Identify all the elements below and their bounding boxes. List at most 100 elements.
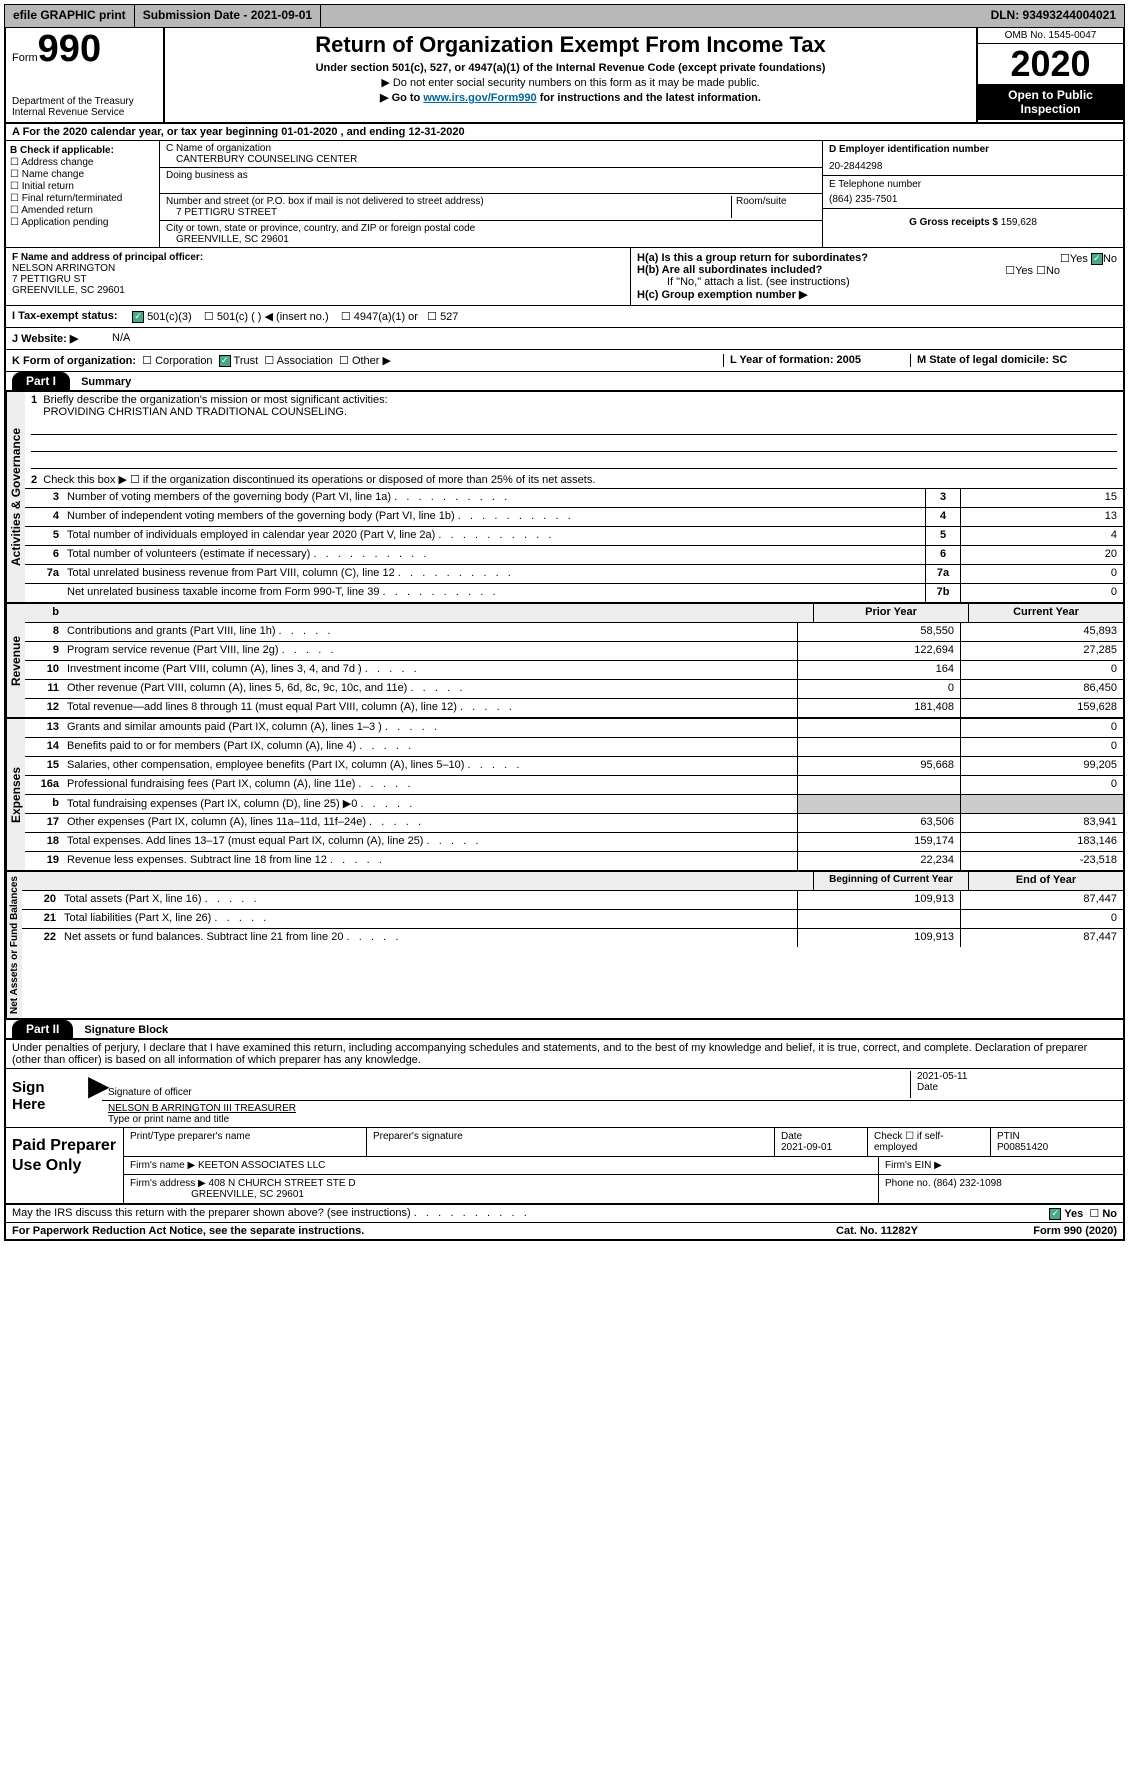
signature-label: Signature of officer (108, 1087, 192, 1098)
topbar-spacer (321, 5, 982, 27)
header-left: Form990 Department of the Treasury Inter… (6, 28, 165, 122)
line-22: 22 Net assets or fund balances. Subtract… (22, 929, 1123, 947)
form-container: Form990 Department of the Treasury Inter… (4, 28, 1125, 1241)
perjury-statement: Under penalties of perjury, I declare th… (6, 1040, 1123, 1069)
row-fh: F Name and address of principal officer:… (6, 248, 1123, 306)
chk-amended[interactable]: ☐ Amended return (10, 205, 155, 216)
room-suite: Room/suite (731, 196, 816, 218)
submission-date: Submission Date - 2021-09-01 (135, 5, 321, 27)
governance-label: Activities & Governance (6, 392, 25, 602)
form-number: 990 (38, 28, 101, 70)
chk-application-pending[interactable]: ☐ Application pending (10, 217, 155, 228)
chk-initial-return[interactable]: ☐ Initial return (10, 181, 155, 192)
k-form-org: K Form of organization: ☐ Corporation ✓ … (12, 354, 723, 367)
line-16a: 16a Professional fundraising fees (Part … (25, 776, 1123, 795)
end-year-hdr: End of Year (968, 872, 1123, 890)
line-20: 20 Total assets (Part X, line 16) 109,91… (22, 891, 1123, 910)
omb-number: OMB No. 1545-0047 (978, 28, 1123, 44)
ptin-hdr: PTIN (997, 1131, 1020, 1142)
q1-text: Briefly describe the organization's miss… (43, 394, 387, 406)
top-bar: efile GRAPHIC print Submission Date - 20… (4, 4, 1125, 28)
pra-notice: For Paperwork Reduction Act Notice, see … (12, 1225, 787, 1237)
l-year-formation: L Year of formation: 2005 (723, 354, 910, 367)
address-row: Number and street (or P.O. box if mail i… (160, 194, 822, 221)
website-label: J Website: ▶ (12, 332, 112, 345)
phone-value: (864) 235-7501 (829, 194, 1117, 205)
line-18: 18 Total expenses. Add lines 13–17 (must… (25, 833, 1123, 852)
chk-name-change[interactable]: ☐ Name change (10, 169, 155, 180)
form-header: Form990 Department of the Treasury Inter… (6, 28, 1123, 124)
row-a-taxyear: A For the 2020 calendar year, or tax yea… (6, 124, 1123, 141)
f-label: F Name and address of principal officer: (12, 252, 624, 263)
ha-no-check[interactable]: ✓ (1091, 253, 1103, 265)
col-f: F Name and address of principal officer:… (6, 248, 630, 305)
m-domicile: M State of legal domicile: SC (910, 354, 1117, 367)
goto-line: ▶ Go to www.irs.gov/Form990 for instruct… (169, 91, 972, 104)
netassets-label: Net Assets or Fund Balances (6, 872, 22, 1018)
department: Department of the Treasury Internal Reve… (12, 96, 157, 118)
discuss-yes-check[interactable]: ✓ (1049, 1208, 1061, 1220)
chk-501c3[interactable]: ✓ (132, 311, 144, 323)
dba-row: Doing business as (160, 168, 822, 194)
header-right: OMB No. 1545-0047 2020 Open to Public In… (976, 28, 1123, 122)
dln: DLN: 93493244004021 (983, 5, 1124, 27)
hb-row: H(b) Are all subordinates included? ☐Yes… (637, 264, 1117, 276)
sign-here-label: Sign Here (6, 1069, 88, 1127)
firm-name-label: Firm's name ▶ (130, 1160, 195, 1171)
efile-print-button[interactable]: efile GRAPHIC print (5, 5, 135, 27)
part2-header: Part II Signature Block (6, 1020, 1123, 1040)
firm-addr1: 408 N CHURCH STREET STE D (209, 1178, 356, 1189)
line-10: 10 Investment income (Part VIII, column … (25, 661, 1123, 680)
line-9: 9 Program service revenue (Part VIII, li… (25, 642, 1123, 661)
col-b-checkboxes: B Check if applicable: ☐ Address change … (6, 141, 160, 247)
cat-no: Cat. No. 11282Y (787, 1225, 967, 1237)
self-employed-chk[interactable]: Check ☐ if self-employed (868, 1128, 991, 1156)
org-name-label: C Name of organization (166, 143, 816, 154)
line-17: 17 Other expenses (Part IX, column (A), … (25, 814, 1123, 833)
line-8: 8 Contributions and grants (Part VIII, l… (25, 623, 1123, 642)
row-k: K Form of organization: ☐ Corporation ✓ … (6, 350, 1123, 372)
chk-address-change[interactable]: ☐ Address change (10, 157, 155, 168)
line-15: 15 Salaries, other compensation, employe… (25, 757, 1123, 776)
ein-cell: D Employer identification number 20-2844… (823, 141, 1123, 176)
date-label: Date (917, 1082, 938, 1093)
hc-row: H(c) Group exemption number ▶ (637, 288, 1117, 301)
org-name-row: C Name of organization CANTERBURY COUNSE… (160, 141, 822, 168)
tax-exempt-label: I Tax-exempt status: (12, 310, 132, 323)
gov-line-6: 6 Total number of volunteers (estimate i… (25, 546, 1123, 565)
firm-name: KEETON ASSOCIATES LLC (198, 1160, 325, 1171)
line-b: b Total fundraising expenses (Part IX, c… (25, 795, 1123, 814)
officer-addr: 7 PETTIGRU ST (12, 274, 624, 285)
section-revenue: Revenue b Prior Year Current Year 8 Cont… (6, 604, 1123, 719)
q2-text: Check this box ▶ ☐ if the organization d… (43, 474, 595, 486)
part1-title: Summary (73, 374, 139, 390)
chk-final-return[interactable]: ☐ Final return/terminated (10, 193, 155, 204)
prior-year-hdr: Prior Year (813, 604, 968, 622)
ptin-val: P00851420 (997, 1142, 1048, 1153)
ha-row: H(a) Is this a group return for subordin… (637, 252, 1117, 264)
revenue-header: b Prior Year Current Year (25, 604, 1123, 623)
chk-trust[interactable]: ✓ (219, 355, 231, 367)
line-19: 19 Revenue less expenses. Subtract line … (25, 852, 1123, 870)
firm-phone: Phone no. (864) 232-1098 (879, 1175, 1123, 1203)
irs-link[interactable]: www.irs.gov/Form990 (423, 92, 536, 104)
form-prefix: Form (12, 52, 38, 64)
part1-badge: Part I (12, 372, 70, 390)
city-value: GREENVILLE, SC 29601 (166, 234, 816, 245)
preparer-name-hdr: Print/Type preparer's name (124, 1128, 367, 1156)
dba-label: Doing business as (166, 170, 816, 181)
addr-value: 7 PETTIGRU STREET (166, 207, 731, 218)
gov-line-4: 4 Number of independent voting members o… (25, 508, 1123, 527)
section-expenses: Expenses 13 Grants and similar amounts p… (6, 719, 1123, 872)
section-governance: Activities & Governance 1 Briefly descri… (6, 392, 1123, 604)
q1-value: PROVIDING CHRISTIAN AND TRADITIONAL COUN… (43, 406, 347, 418)
goto-post: for instructions and the latest informat… (537, 92, 761, 104)
firm-ein-label: Firm's EIN ▶ (879, 1157, 1123, 1174)
phone-label: E Telephone number (829, 179, 1117, 190)
hb-note: If "No," attach a list. (see instruction… (637, 276, 1117, 288)
col-c: C Name of organization CANTERBURY COUNSE… (160, 141, 822, 247)
bottom-row: For Paperwork Reduction Act Notice, see … (6, 1223, 1123, 1239)
firm-addr-label: Firm's address ▶ (130, 1178, 206, 1189)
goto-pre: ▶ Go to (380, 92, 423, 104)
open-to-public: Open to Public Inspection (978, 84, 1123, 120)
